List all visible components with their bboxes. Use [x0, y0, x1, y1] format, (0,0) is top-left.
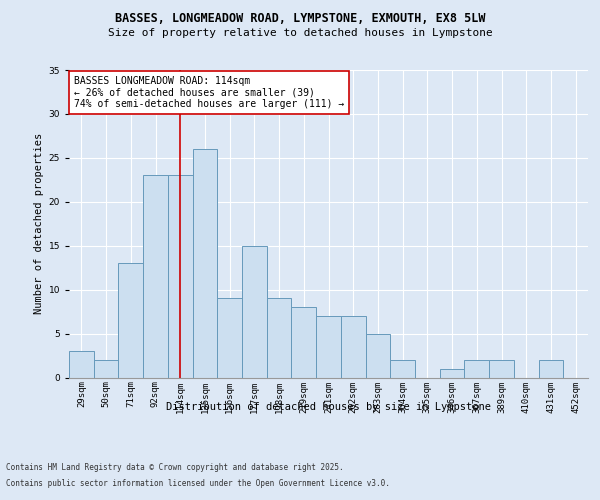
Text: Contains public sector information licensed under the Open Government Licence v3: Contains public sector information licen…: [6, 478, 390, 488]
Bar: [341, 316, 365, 378]
Text: Distribution of detached houses by size in Lympstone: Distribution of detached houses by size …: [166, 402, 491, 412]
Bar: [193, 149, 217, 378]
Bar: [292, 307, 316, 378]
Bar: [267, 298, 292, 378]
Bar: [316, 316, 341, 378]
Bar: [217, 298, 242, 378]
Bar: [440, 368, 464, 378]
Bar: [94, 360, 118, 378]
Bar: [69, 351, 94, 378]
Text: BASSES LONGMEADOW ROAD: 114sqm
← 26% of detached houses are smaller (39)
74% of : BASSES LONGMEADOW ROAD: 114sqm ← 26% of …: [74, 76, 344, 110]
Bar: [143, 176, 168, 378]
Bar: [118, 264, 143, 378]
Text: Contains HM Land Registry data © Crown copyright and database right 2025.: Contains HM Land Registry data © Crown c…: [6, 464, 344, 472]
Bar: [242, 246, 267, 378]
Bar: [539, 360, 563, 378]
Text: Size of property relative to detached houses in Lympstone: Size of property relative to detached ho…: [107, 28, 493, 38]
Bar: [464, 360, 489, 378]
Bar: [489, 360, 514, 378]
Text: BASSES, LONGMEADOW ROAD, LYMPSTONE, EXMOUTH, EX8 5LW: BASSES, LONGMEADOW ROAD, LYMPSTONE, EXMO…: [115, 12, 485, 26]
Bar: [168, 176, 193, 378]
Bar: [365, 334, 390, 378]
Y-axis label: Number of detached properties: Number of detached properties: [34, 133, 44, 314]
Bar: [390, 360, 415, 378]
